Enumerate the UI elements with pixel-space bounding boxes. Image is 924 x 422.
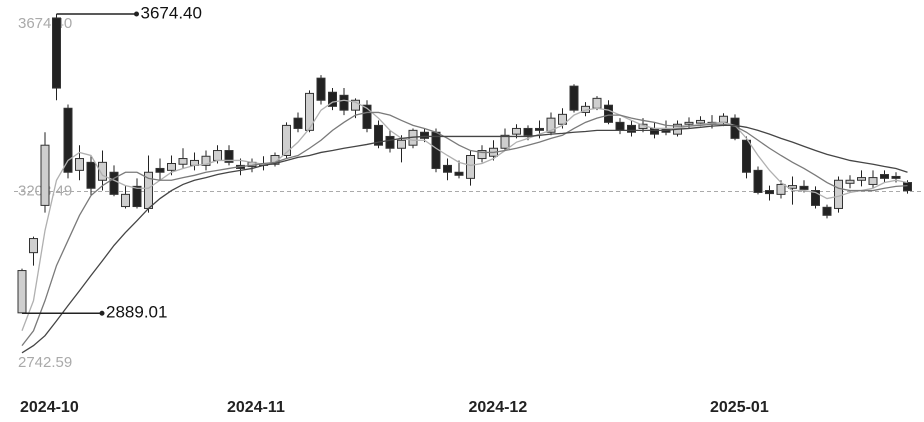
candle-body	[397, 139, 406, 149]
candle-body	[558, 113, 567, 125]
candle-body	[121, 193, 130, 208]
candle-body	[213, 150, 222, 161]
candle-body	[178, 158, 188, 165]
candle-body	[17, 270, 27, 314]
annotation-dot	[99, 310, 105, 316]
candle-body	[742, 139, 751, 173]
candle-body	[696, 119, 705, 124]
candle-body	[857, 177, 866, 181]
x-tick-label: 2024-10	[20, 399, 79, 416]
candle-body	[201, 155, 211, 166]
y-tick-label: 2742.59	[18, 354, 72, 371]
candle-body	[546, 117, 556, 133]
candle-body	[684, 121, 694, 125]
candle-body	[293, 117, 303, 129]
candle-body	[765, 190, 774, 195]
candle-body	[719, 115, 728, 123]
candle-body	[880, 174, 889, 179]
candle-body	[155, 167, 165, 173]
candle-body	[569, 85, 579, 111]
candle-body	[316, 77, 326, 101]
candle-body	[776, 183, 786, 195]
candle-body	[822, 206, 832, 216]
candle-body	[40, 144, 50, 206]
candle-body	[362, 104, 372, 129]
candle-body	[29, 238, 38, 254]
candle-body	[592, 97, 602, 109]
x-tick-label: 2024-12	[469, 399, 528, 416]
candle-body	[535, 127, 544, 131]
candle-body	[86, 161, 96, 189]
candle-body	[351, 99, 360, 111]
candle-body	[845, 179, 855, 184]
candle-body	[903, 182, 912, 192]
candle-body	[420, 131, 429, 139]
ma-line	[21, 124, 908, 354]
candle-body	[834, 179, 843, 209]
candle-body	[109, 171, 119, 195]
candle-body	[443, 164, 452, 173]
candle-body	[374, 124, 383, 146]
ma-line	[21, 99, 908, 331]
candle-body	[477, 150, 487, 160]
candle-body	[224, 150, 234, 163]
candle-body	[98, 161, 107, 181]
candle-body	[891, 175, 901, 179]
candle-body	[132, 185, 142, 208]
candle-body	[466, 154, 475, 179]
candle-body	[52, 17, 61, 89]
candle-body	[385, 135, 395, 149]
candle-body	[868, 177, 878, 185]
ma-line	[21, 111, 908, 347]
candle-body	[811, 190, 820, 206]
annotation-label: 2889.01	[106, 303, 167, 322]
candle-body	[627, 124, 636, 133]
candle-body	[615, 121, 625, 131]
candle-body	[75, 158, 84, 171]
candle-body	[799, 185, 809, 190]
candle-body	[523, 127, 533, 136]
candle-body	[63, 107, 73, 173]
candle-body	[454, 171, 464, 176]
candle-body	[753, 169, 763, 193]
candle-body	[339, 94, 349, 111]
candle-body	[512, 127, 521, 135]
candle-body	[788, 185, 797, 189]
candle-body	[604, 104, 613, 123]
candle-body	[328, 91, 337, 107]
candle-body	[650, 127, 659, 135]
y-tick-label: 3674.40	[18, 15, 72, 32]
x-tick-label: 2025-01	[710, 399, 769, 416]
annotation-dot	[134, 11, 139, 17]
annotation-label: 3674.40	[141, 3, 202, 22]
candle-body	[500, 134, 510, 149]
x-tick-label: 2024-11	[227, 399, 285, 416]
candle-body	[282, 124, 291, 156]
candle-body	[305, 92, 314, 131]
candle-body	[167, 162, 176, 171]
candle-body	[270, 154, 280, 165]
